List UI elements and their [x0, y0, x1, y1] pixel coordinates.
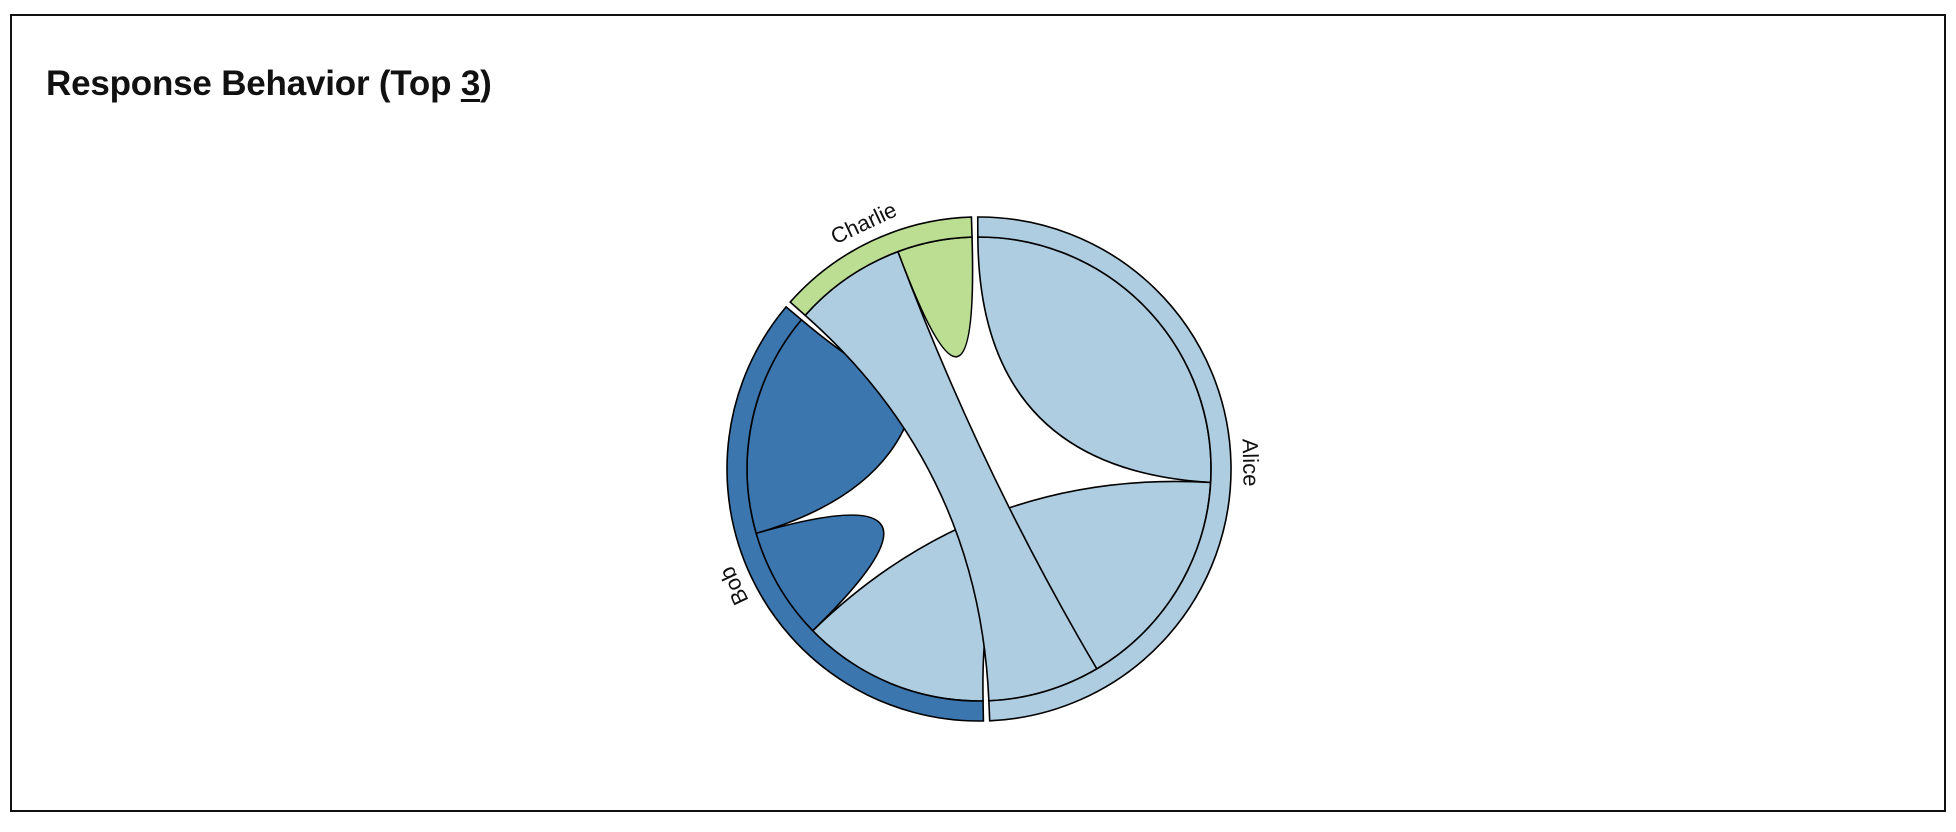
group-arc-alice[interactable] — [976, 216, 1232, 722]
chart-frame: Response Behavior (Top 3) — [10, 14, 1946, 812]
title-prefix: Response Behavior (Top — [46, 64, 461, 103]
group-arc-bob[interactable] — [726, 305, 985, 722]
group-label-alice: Alice — [1238, 438, 1264, 486]
chord-ribbon-alice-alice[interactable] — [977, 236, 1212, 484]
chart-title: Response Behavior (Top 3) — [46, 64, 492, 104]
group-arc-charlie[interactable] — [789, 216, 973, 317]
title-suffix: ) — [480, 64, 492, 103]
group-arcs — [726, 216, 1232, 722]
top-n-selector[interactable]: 3 — [460, 64, 481, 103]
chord-ribbons — [746, 236, 1212, 702]
